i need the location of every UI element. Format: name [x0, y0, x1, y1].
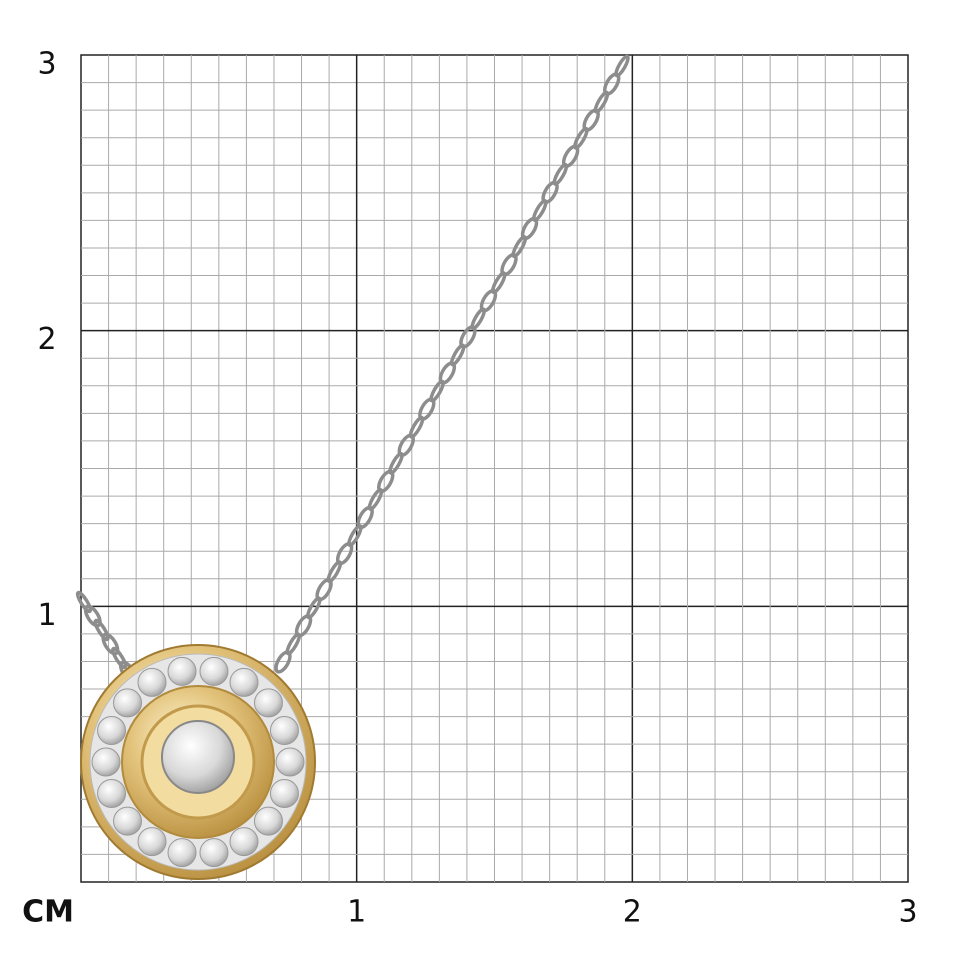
- halo-stone: [199, 656, 229, 686]
- halo-stone: [275, 747, 305, 777]
- halo-stone: [137, 827, 167, 857]
- halo-stone: [167, 838, 197, 868]
- x-scale-label: 2: [623, 895, 642, 930]
- halo-stone: [97, 716, 127, 746]
- halo-stone: [137, 667, 167, 697]
- y-scale-label: 3: [37, 47, 56, 82]
- x-scale-label: 1: [347, 895, 366, 930]
- halo-stone: [199, 838, 229, 868]
- halo-stone: [253, 688, 283, 718]
- halo-stone: [167, 656, 197, 686]
- x-scale-label: 3: [898, 895, 917, 930]
- halo-stone: [97, 778, 127, 808]
- halo-stone: [113, 688, 143, 718]
- y-scale-label: 2: [37, 322, 56, 357]
- chain-link: [111, 646, 128, 670]
- chain-link: [75, 590, 93, 614]
- halo-stone: [113, 806, 143, 836]
- halo-stone: [91, 747, 121, 777]
- halo-stone: [253, 806, 283, 836]
- chain-link: [93, 618, 110, 642]
- pendant: [80, 644, 316, 880]
- halo-stone: [229, 827, 259, 857]
- chain: [75, 54, 630, 684]
- chain-link: [83, 604, 102, 628]
- halo-stone: [269, 778, 299, 808]
- chain-link: [101, 632, 120, 656]
- halo-stone: [269, 716, 299, 746]
- unit-label: СМ: [22, 895, 74, 930]
- chain-link: [614, 54, 630, 78]
- y-scale-label: 1: [37, 598, 56, 633]
- halo-stone: [229, 667, 259, 697]
